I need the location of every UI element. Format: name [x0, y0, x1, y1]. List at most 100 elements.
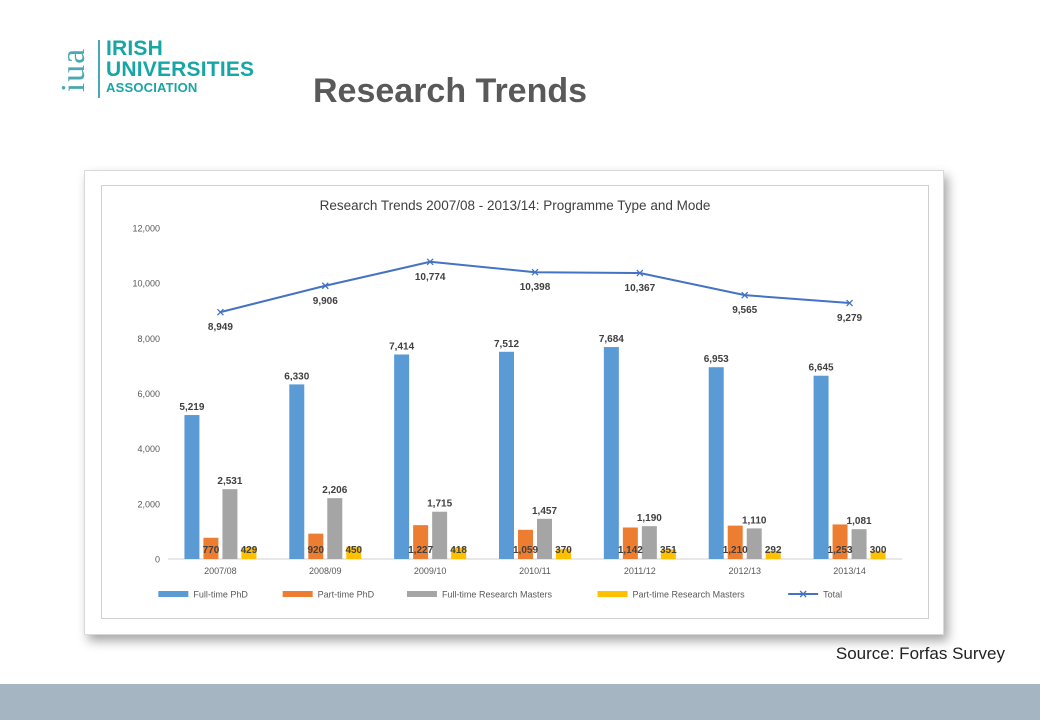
- bar-2-6: [851, 529, 867, 559]
- legend-swatch: [282, 591, 313, 597]
- bar-3-1: [346, 546, 362, 559]
- bar-2-2: [432, 511, 448, 559]
- y-tick-label: 8,000: [137, 334, 160, 344]
- logo-line-association: ASSOCIATION: [106, 80, 198, 95]
- bar-0-1: [289, 384, 305, 559]
- total-marker-stroke: [321, 282, 329, 290]
- total-value-label: 9,279: [837, 313, 862, 324]
- chart-image-frame: Research Trends 2007/08 - 2013/14: Progr…: [84, 170, 944, 635]
- bar-1-6: [832, 524, 848, 559]
- bar-2-5: [746, 528, 762, 559]
- bar-value-label: 6,645: [809, 363, 834, 374]
- data-labels: 5,219 6,330 7,414 7,512 7,684 6,953 6,645 770 92…: [179, 272, 886, 556]
- legend-label: Full-time Research Masters: [442, 590, 553, 600]
- slide-title: Research Trends: [313, 72, 588, 110]
- bar-value-label: 1,227: [408, 545, 433, 556]
- chart-legend: Full-time PhD Part-time PhD Full-time Rese…: [158, 590, 842, 600]
- y-tick-label: 10,000: [132, 279, 160, 289]
- total-value-label: 10,774: [415, 272, 446, 283]
- bar-3-4: [660, 549, 676, 559]
- total-marker-stroke: [426, 258, 434, 266]
- x-tick-label: 2013/14: [833, 566, 866, 576]
- bar-0-3: [499, 351, 514, 559]
- bar-value-label: 351: [660, 545, 677, 556]
- bar-value-label: 7,512: [494, 339, 519, 350]
- bar-value-label: 770: [203, 545, 220, 556]
- bar-3-5: [765, 550, 781, 559]
- y-tick-label: 12,000: [132, 224, 160, 234]
- bar-1-4: [622, 527, 638, 559]
- bar-series: [184, 347, 886, 559]
- source-note: Source: Forfas Survey: [835, 644, 1005, 663]
- legend-swatch: [406, 591, 437, 597]
- bar-value-label: 6,330: [284, 371, 309, 382]
- bar-value-label: 300: [870, 545, 887, 556]
- chart-panel: Research Trends 2007/08 - 2013/14: Progr…: [101, 185, 929, 619]
- legend-label: Part-time PhD: [318, 590, 375, 600]
- total-line-series: [216, 258, 854, 316]
- total-value-label: 9,565: [732, 305, 757, 316]
- total-marker-stroke: [741, 291, 749, 299]
- chart-title: Research Trends 2007/08 - 2013/14: Progr…: [320, 198, 711, 213]
- total-point: [846, 299, 854, 307]
- iua-logo-mark-text: iua: [55, 47, 92, 93]
- total-point: [321, 282, 329, 290]
- bar-value-label: 1,715: [427, 499, 452, 510]
- bar-value-label: 1,081: [847, 516, 872, 527]
- y-tick-label: 4,000: [137, 444, 160, 454]
- total-point: [426, 258, 434, 266]
- y-tick-label: 0: [155, 555, 160, 565]
- bar-1-2: [413, 525, 429, 559]
- y-tick-label: 6,000: [137, 389, 160, 399]
- total-point: [531, 268, 539, 276]
- legend-item: Part-time Research Masters: [597, 590, 746, 600]
- legend-label: Part-time Research Masters: [633, 590, 746, 600]
- legend-label: Full-time PhD: [193, 590, 248, 600]
- bar-value-label: 1,110: [742, 515, 767, 526]
- y-tick-label: 2,000: [137, 499, 160, 509]
- bar-3-0: [241, 547, 257, 559]
- bar-value-label: 2,531: [217, 476, 242, 487]
- bar-2-0: [222, 489, 238, 559]
- iua-logo: iua IRISH UNIVERSITIES ASSOCIATION: [55, 38, 278, 102]
- iua-logo-wordmark: IRISH UNIVERSITIES ASSOCIATION: [106, 38, 254, 96]
- bar-2-3: [537, 518, 552, 559]
- bar-0-2: [394, 354, 410, 559]
- bar-2-4: [641, 526, 657, 559]
- x-axis-ticks: 2007/08 2008/09 2009/10 2010/11 2011/12 2012/…: [204, 566, 866, 576]
- total-value-label: 9,906: [313, 296, 338, 307]
- bar-value-label: 920: [307, 545, 324, 556]
- legend-item: Total: [788, 590, 842, 600]
- bar-value-label: 6,953: [704, 354, 729, 365]
- bar-value-label: 2,206: [322, 485, 347, 496]
- iua-logo-divider: [98, 40, 100, 98]
- total-marker-stroke: [531, 268, 539, 276]
- bar-0-6: [813, 375, 829, 559]
- bar-0-0: [184, 415, 200, 559]
- bar-value-label: 1,253: [828, 545, 853, 556]
- total-value-label: 8,949: [208, 322, 233, 333]
- bar-value-label: 7,414: [389, 341, 414, 352]
- iua-logo-mark: iua: [55, 38, 92, 102]
- total-marker-stroke: [216, 308, 224, 316]
- bar-2-1: [327, 498, 343, 559]
- bar-1-3: [518, 529, 533, 559]
- total-point: [636, 269, 644, 277]
- total-value-label: 10,367: [625, 283, 656, 294]
- bar-1-1: [308, 533, 324, 559]
- legend-swatch-marker: [799, 590, 807, 598]
- logo-line-irish: IRISH: [106, 37, 164, 60]
- bar-0-4: [603, 347, 619, 559]
- bar-3-6: [870, 550, 886, 559]
- bar-value-label: 1,190: [637, 513, 662, 524]
- legend-swatch: [597, 591, 628, 597]
- bar-value-label: 429: [241, 545, 258, 556]
- bar-value-label: 292: [765, 545, 782, 556]
- bar-value-label: 7,684: [599, 334, 624, 345]
- x-tick-label: 2008/09: [309, 566, 342, 576]
- bar-1-0: [203, 537, 219, 559]
- bar-value-label: 5,219: [179, 402, 204, 413]
- legend-label: Total: [823, 590, 842, 600]
- bar-1-5: [727, 525, 743, 559]
- total-value-label: 10,398: [520, 282, 551, 293]
